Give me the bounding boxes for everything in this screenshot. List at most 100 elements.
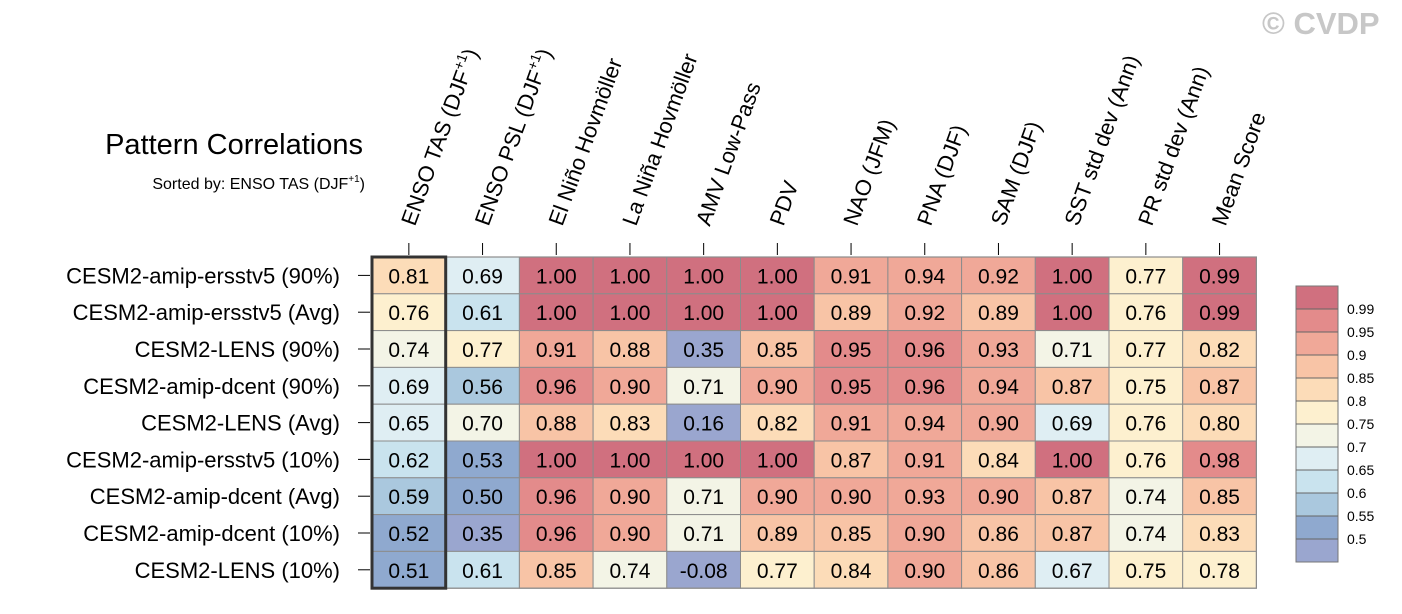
heatmap-cell	[961, 477, 1036, 516]
row-label: CESM2-LENS (90%)	[135, 337, 340, 362]
heatmap-cell	[445, 403, 520, 442]
column-label-text: ENSO PSL (DJF	[470, 67, 549, 229]
heatmap-cell	[445, 293, 520, 332]
heatmap-cell	[666, 440, 741, 479]
colorbar-segment	[1296, 516, 1338, 539]
cell-value-label: 0.50	[462, 486, 503, 509]
cell-value-label: 0.70	[462, 413, 503, 436]
cell-value-label: 1.00	[757, 265, 798, 288]
cell-value-label: 0.83	[1199, 523, 1240, 546]
heatmap-cell	[666, 514, 741, 552]
cell-value-label: 1.00	[536, 449, 577, 472]
column-label: La Niña Hovmöller	[617, 50, 702, 229]
cell-value-label: 0.83	[610, 413, 651, 436]
heatmap-cell	[1182, 366, 1257, 405]
chart-subtitle-end: )	[360, 176, 365, 193]
cell-value-label: 1.00	[683, 449, 724, 472]
column-label: Mean Score	[1207, 109, 1271, 229]
row-label: CESM2-LENS (Avg)	[141, 411, 340, 436]
cell-value-label: 0.90	[904, 523, 945, 546]
heatmap-cell	[740, 293, 815, 332]
cell-value-label: 0.76	[388, 302, 429, 325]
cell-value-label: 0.82	[757, 413, 798, 436]
cell-value-label: 0.90	[978, 486, 1019, 509]
colorbar-level-label: 0.75	[1347, 416, 1374, 432]
cell-value-label: 0.87	[831, 449, 872, 472]
column-label: ENSO PSL (DJF+1)	[468, 44, 557, 228]
cell-value-label: 0.84	[831, 560, 872, 583]
heatmap-grid: 0.81 0.69 1.00 1.00 1.00 1.00 0.91 0.94 0.92 1.00…	[66, 44, 1271, 590]
chart-subtitle: Sorted by: ENSO TAS (DJF+1)	[152, 174, 365, 193]
column-label: PNA (DJF)	[912, 121, 971, 228]
cell-value-label: 0.86	[978, 523, 1019, 546]
cell-value-label: 0.76	[1125, 413, 1166, 436]
column-label-sup: +1	[450, 51, 471, 72]
cell-value-label: 0.96	[536, 486, 577, 509]
chart-subtitle-sup: +1	[348, 174, 360, 185]
heatmap-cell	[1182, 293, 1257, 332]
cell-value-label: 0.35	[683, 339, 724, 362]
heatmap-cell	[887, 477, 963, 516]
cell-value-label: 0.65	[388, 413, 429, 436]
cell-value-label: 1.00	[610, 302, 651, 325]
cell-value-label: 0.86	[978, 560, 1019, 583]
cell-value-label: 0.90	[904, 560, 945, 583]
heatmap-cell	[813, 477, 889, 516]
heatmap-cell	[518, 550, 594, 589]
colorbar-level-label: 0.99	[1347, 301, 1374, 317]
sorted-column-highlight	[370, 255, 448, 590]
heatmap-cell	[1034, 403, 1110, 442]
heatmap-cell	[1182, 403, 1257, 442]
heatmap-cell	[592, 403, 668, 442]
cell-value-label: 1.00	[536, 302, 577, 325]
cell-value-label: 0.89	[831, 302, 872, 325]
cell-value-label: 0.94	[978, 376, 1019, 399]
cell-value-label: 0.90	[610, 376, 651, 399]
column-label: ENSO TAS (DJF+1)	[394, 44, 483, 228]
colorbar-level-label: 0.8	[1347, 393, 1367, 409]
cell-value-label: 0.51	[388, 560, 429, 583]
cell-value-label: 0.93	[904, 486, 945, 509]
heatmap-cell	[445, 330, 520, 368]
cell-value-label: 0.77	[462, 339, 503, 362]
heatmap-cell	[518, 403, 594, 442]
heatmap-cell	[887, 403, 963, 442]
cell-value-label: 0.84	[978, 449, 1019, 472]
heatmap-cell	[371, 330, 447, 368]
heatmap-cell	[887, 440, 963, 479]
column-label: SST std dev (Ann)	[1059, 52, 1144, 229]
cell-value-label: 1.00	[683, 302, 724, 325]
cell-value-label: 1.00	[757, 302, 798, 325]
chart-title: Pattern Correlations	[105, 129, 363, 161]
row-label: CESM2-LENS (10%)	[135, 558, 340, 583]
cell-value-label: 0.96	[536, 376, 577, 399]
colorbar-segment	[1296, 470, 1338, 493]
heatmap-cell	[887, 366, 963, 405]
cell-value-label: 0.95	[831, 339, 872, 362]
heatmap-cell	[1034, 366, 1110, 405]
cell-value-label: 1.00	[536, 265, 577, 288]
column-label-text: PNA (DJF)	[912, 121, 971, 228]
heatmap-cell	[813, 330, 889, 368]
row-label: CESM2-amip-ersstv5 (Avg)	[73, 300, 340, 325]
cell-value-label: 0.74	[388, 339, 429, 362]
cell-value-label: 0.87	[1199, 376, 1240, 399]
colorbar-segment	[1296, 355, 1338, 378]
heatmap-cell	[1108, 403, 1184, 442]
cell-value-label: 0.87	[1052, 523, 1093, 546]
cell-value-label: 0.92	[978, 265, 1019, 288]
cell-value-label: 1.00	[1052, 302, 1093, 325]
colorbar-level-label: 0.5	[1347, 531, 1367, 547]
heatmap-cell	[961, 514, 1036, 552]
cell-value-label: 0.80	[1199, 413, 1240, 436]
heatmap-cell	[445, 550, 520, 589]
colorbar-level-label: 0.6	[1347, 485, 1367, 501]
heatmap-cell	[813, 293, 889, 332]
cell-value-label: 0.35	[462, 523, 503, 546]
column-label-text: PR std dev (Ann)	[1133, 63, 1214, 229]
heatmap-cell	[813, 366, 889, 405]
colorbar-level-label: 0.65	[1347, 462, 1374, 478]
cell-value-label: 0.77	[1125, 339, 1166, 362]
cell-value-label: 0.77	[1125, 265, 1166, 288]
